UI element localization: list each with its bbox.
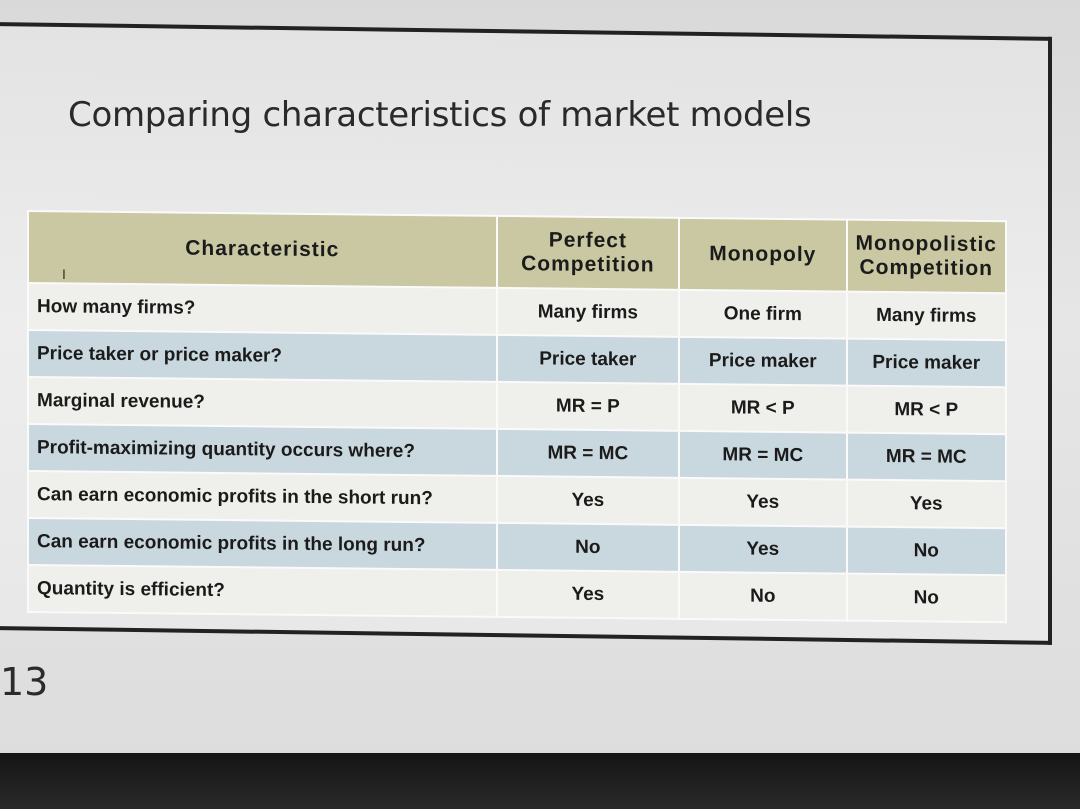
row-question: Marginal revenue? xyxy=(28,377,497,429)
slide-title: Comparing characteristics of market mode… xyxy=(68,95,812,135)
monitor-bezel xyxy=(0,753,1080,809)
cell-monopolistic: MR < P xyxy=(846,385,1006,435)
cell-perfect: Price taker xyxy=(496,334,680,384)
header-perfect-competition: Perfect Competition xyxy=(496,215,680,290)
header-monopolistic-competition: Monopolistic Competition xyxy=(846,219,1006,294)
cell-monopolistic: Price maker xyxy=(846,338,1006,388)
cell-perfect: Many firms xyxy=(496,287,680,337)
cell-monopoly: Price maker xyxy=(679,336,847,386)
cell-monopoly: No xyxy=(679,571,847,621)
cell-monopoly: Yes xyxy=(679,477,847,527)
cell-monopolistic: Many firms xyxy=(846,291,1006,341)
cell-monopolistic: No xyxy=(846,573,1006,623)
cell-monopoly: MR = MC xyxy=(679,430,847,480)
table-row: Quantity is efficient? Yes No No xyxy=(28,565,1006,623)
row-question: Quantity is efficient? xyxy=(28,565,497,617)
cell-perfect: No xyxy=(496,522,680,572)
table-header-row: Characteristic Perfect Competition Monop… xyxy=(28,211,1006,294)
cell-monopoly: One firm xyxy=(679,289,847,339)
row-question: Profit-maximizing quantity occurs where? xyxy=(28,424,497,476)
cell-perfect: Yes xyxy=(496,475,680,525)
row-question: How many firms? xyxy=(28,283,497,335)
cell-monopoly: Yes xyxy=(679,524,847,574)
market-models-table: Characteristic Perfect Competition Monop… xyxy=(27,210,1007,623)
cell-perfect: MR = MC xyxy=(496,428,680,478)
row-question: Price taker or price maker? xyxy=(28,330,497,382)
cell-monopolistic: Yes xyxy=(846,479,1006,529)
row-question: Can earn economic profits in the short r… xyxy=(28,471,497,523)
header-characteristic: Characteristic xyxy=(28,211,497,288)
cell-monopoly: MR < P xyxy=(679,383,847,433)
cell-perfect: Yes xyxy=(496,569,680,619)
row-question: Can earn economic profits in the long ru… xyxy=(28,518,497,570)
page-number: 13 xyxy=(0,660,49,704)
cell-monopolistic: No xyxy=(846,526,1006,576)
text-cursor-icon: I xyxy=(62,266,66,282)
cell-monopolistic: MR = MC xyxy=(846,432,1006,482)
cell-perfect: MR = P xyxy=(496,381,680,431)
header-monopoly: Monopoly xyxy=(679,217,847,292)
